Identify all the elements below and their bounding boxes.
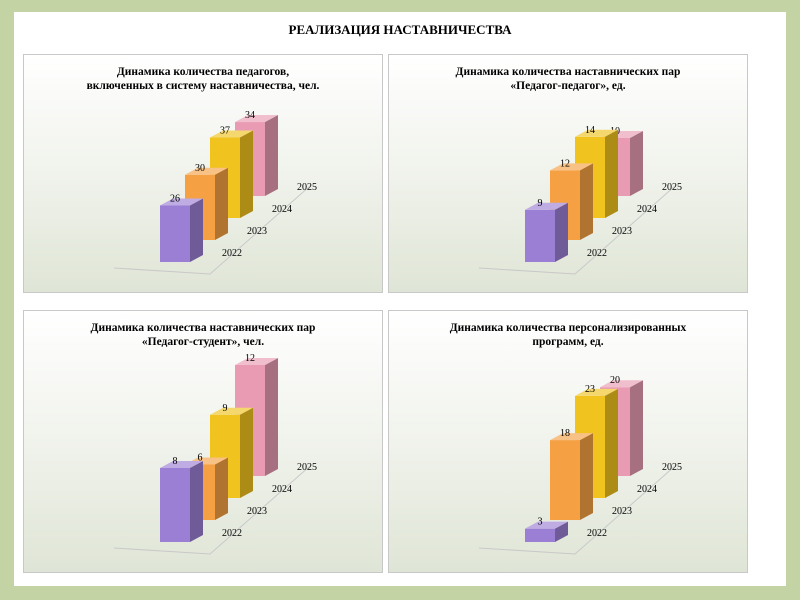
data-label: 30 [195,163,205,174]
bar-front [525,209,555,262]
data-label: 14 [585,125,595,136]
bar-side [215,167,228,240]
bar-2023: 18 [550,428,593,520]
category-label: 2025 [662,182,682,193]
chart-title-line-2: включенных в систему наставничества, чел… [86,80,320,92]
data-label: 18 [560,428,570,439]
slide: РЕАЛИЗАЦИЯ НАСТАВНИЧЕСТВА Динамика колич… [14,12,786,586]
bar-chart-teachers: 34 37 30 26 2022 2023 2024 2025 [113,110,317,275]
bar-side [240,407,253,498]
chart-title: Динамика количества персонализированных … [389,321,747,349]
bar-2022: 9 [525,198,568,262]
chart-title: Динамика количества педагогов, включенны… [24,65,382,93]
bar-side [190,461,203,542]
bar-side [605,388,618,498]
category-label: 2022 [222,528,242,539]
floor-edge [478,185,676,275]
data-label: 3 [538,517,543,528]
chart-title: Динамика количества наставнических пар «… [24,321,382,349]
chart-title-line-1: Динамика количества персонализированных [449,322,687,334]
bar-side [265,358,278,476]
chart-panel-pairs-teacher-student: Динамика количества наставнических пар «… [23,310,383,573]
category-label: 2023 [247,226,267,237]
data-label: 12 [560,158,570,169]
bar-top [600,380,643,388]
bar-side [190,198,203,262]
data-label: 8 [173,456,178,467]
category-label: 2024 [637,484,657,495]
bar-top [575,388,618,396]
bar-top [550,433,593,441]
bar-2022: 8 [160,456,203,542]
bar-front [550,440,580,520]
floor-edge [113,185,311,275]
bar-top [575,129,618,137]
chart-panel-teachers: Динамика количества педагогов, включенны… [23,54,383,293]
bar-top [550,163,593,171]
category-label: 2022 [587,528,607,539]
bar-top [210,407,253,415]
chart-title: Динамика количества наставнических пар «… [389,65,747,93]
bar-front [160,468,190,542]
category-label: 2024 [637,204,657,215]
bar-side [555,202,568,262]
category-label: 2025 [297,462,317,473]
bar-top [160,198,203,206]
chart-title-line-1: Динамика количества наставнических пар [455,66,681,78]
slide-title: РЕАЛИЗАЦИЯ НАСТАВНИЧЕСТВА [288,22,512,37]
data-label: 9 [223,403,228,414]
chart-title-line-1: Динамика количества педагогов, [116,66,290,78]
bar-side [580,163,593,240]
bar-side [240,130,253,218]
data-label: 12 [245,353,255,364]
bar-side [630,131,643,196]
bar-chart-pairs-teacher-student: 12 9 6 8 2022 2023 2024 2025 [113,353,317,555]
bar-top [525,521,568,529]
category-label: 2022 [222,248,242,259]
chart-title-line-1: Динамика количества наставнических пар [90,322,316,334]
bar-2022: 3 [525,517,568,542]
chart-title-line-2: «Педагог-педагог», ед. [510,80,626,92]
bar-side [630,380,643,476]
category-label: 2024 [272,484,292,495]
data-label: 37 [220,126,230,137]
bar-side [580,433,593,520]
data-label: 20 [610,375,620,386]
floor-edge [478,465,676,555]
bar-top [160,461,203,468]
category-label: 2023 [612,506,632,517]
chart-title-line-2: программ, ед. [532,336,604,348]
bar-2022: 26 [160,193,203,262]
category-label: 2023 [247,506,267,517]
bar-front [525,528,555,542]
bar-side [605,129,618,218]
bar-top [235,115,278,123]
bar-front [160,205,190,262]
data-label: 26 [170,193,180,204]
category-label: 2022 [587,248,607,259]
chart-panel-pairs-teacher-teacher: Динамика количества наставнических пар «… [388,54,748,293]
data-label: 6 [198,453,203,464]
bar-side [265,115,278,196]
bar-top [525,202,568,210]
category-label: 2025 [297,182,317,193]
chart-panel-personalized-programs: Динамика количества персонализированных … [388,310,748,573]
data-label: 34 [245,110,255,121]
bar-side [555,521,568,542]
data-label: 23 [585,384,595,395]
bar-top [210,130,253,138]
bar-top [185,167,228,175]
category-label: 2023 [612,226,632,237]
floor-edge [113,465,311,555]
category-label: 2025 [662,462,682,473]
bar-chart-pairs-teacher-teacher: 10141292022202320242025 [478,125,682,275]
bar-top [235,358,278,365]
data-label: 9 [538,198,543,209]
chart-title-line-2: «Педагог-студент», чел. [141,336,265,348]
bar-side [215,457,228,520]
category-label: 2024 [272,204,292,215]
